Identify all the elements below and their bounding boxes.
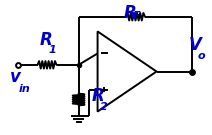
- Text: 1: 1: [48, 45, 56, 55]
- Text: F: F: [132, 11, 140, 21]
- Text: R: R: [40, 31, 52, 49]
- Text: 2: 2: [100, 102, 107, 112]
- Text: o: o: [198, 51, 205, 61]
- Text: in: in: [19, 84, 30, 94]
- Text: v: v: [10, 68, 21, 86]
- Text: V: V: [189, 36, 202, 54]
- Text: R: R: [91, 87, 104, 105]
- Text: R: R: [124, 4, 137, 22]
